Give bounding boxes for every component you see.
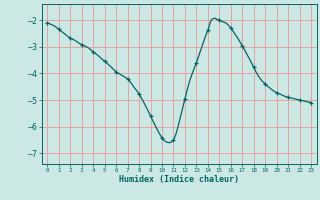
X-axis label: Humidex (Indice chaleur): Humidex (Indice chaleur)	[119, 175, 239, 184]
